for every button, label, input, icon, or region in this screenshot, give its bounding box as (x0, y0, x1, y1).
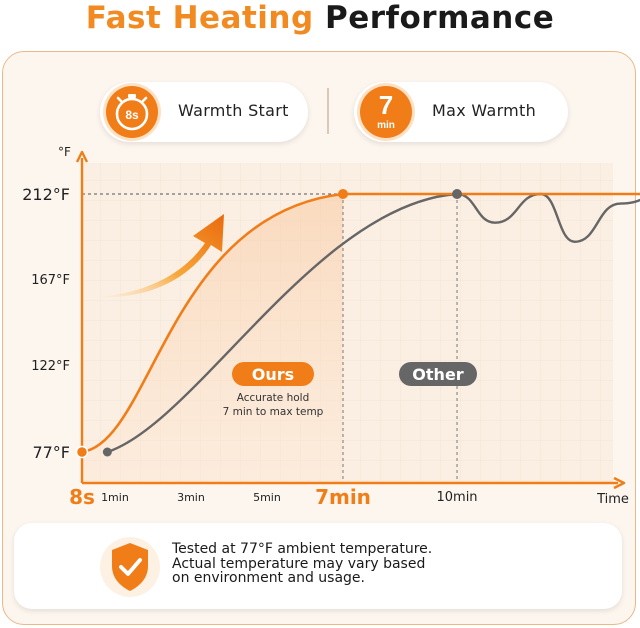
ours-max-point (338, 189, 348, 199)
other-pill (399, 362, 477, 386)
y-tick-label: 212°F (22, 185, 70, 204)
ours-legend-label: Ours (252, 365, 294, 384)
max-warmth-value: 7 (378, 90, 394, 120)
x-tick-label: 7min (315, 485, 371, 509)
y-tick-label: 122°F (31, 359, 70, 374)
rising-arrow-icon (100, 214, 224, 298)
x-axis-label: Time (596, 492, 629, 507)
shield-check-icon (100, 537, 160, 597)
y-axis-arrow (75, 150, 89, 163)
note-line-2: Actual temperature may vary based (172, 555, 426, 572)
stopwatch-badge: 8s (106, 86, 158, 138)
max-warmth-card: 7 min Max Warmth (354, 82, 568, 142)
other-line (106, 192, 640, 454)
max-warmth-unit: min (377, 120, 395, 131)
x-tick-label: 10min (436, 490, 477, 505)
ours-start-point (75, 445, 89, 459)
warmth-start-label: Warmth Start (178, 101, 289, 120)
stats-divider (327, 88, 329, 134)
x-axis-arrow (613, 476, 626, 490)
title-rest: Performance (324, 0, 555, 36)
other-start-point (102, 447, 112, 457)
other-max-point (452, 189, 463, 199)
x-tick-label: 3min (177, 491, 205, 504)
warmth-start-card: 8s Warmth Start (100, 82, 308, 142)
test-note: Tested at 77°F ambient temperature. Actu… (172, 542, 592, 586)
ours-area-fill (82, 194, 343, 483)
stopwatch-icon (115, 94, 149, 131)
y-axis-unit: °F (58, 145, 71, 159)
note-line-3: on environment and usage. (172, 570, 365, 586)
max-warmth-badge: 7 min (360, 86, 412, 138)
y-tick-label: 167°F (31, 273, 70, 288)
title-highlight: Fast Heating (85, 0, 314, 36)
note-line-1: Tested at 77°F ambient temperature. (172, 541, 433, 557)
x-tick-label: 5min (253, 491, 281, 504)
y-tick-label: 77°F (32, 443, 70, 462)
page-title: Fast Heating Performance (0, 0, 640, 40)
x-tick-label: 8s (69, 485, 95, 509)
annotation-text: 7 min to max temp (223, 406, 324, 418)
ours-pill (232, 362, 314, 386)
x-tick-label: 1min (101, 491, 129, 504)
warmth-start-value: 8s (125, 108, 139, 122)
other-legend-label: Other (412, 365, 463, 384)
ours-line (81, 192, 640, 454)
max-warmth-label: Max Warmth (432, 101, 537, 120)
annotation-text: Accurate hold (237, 392, 310, 404)
